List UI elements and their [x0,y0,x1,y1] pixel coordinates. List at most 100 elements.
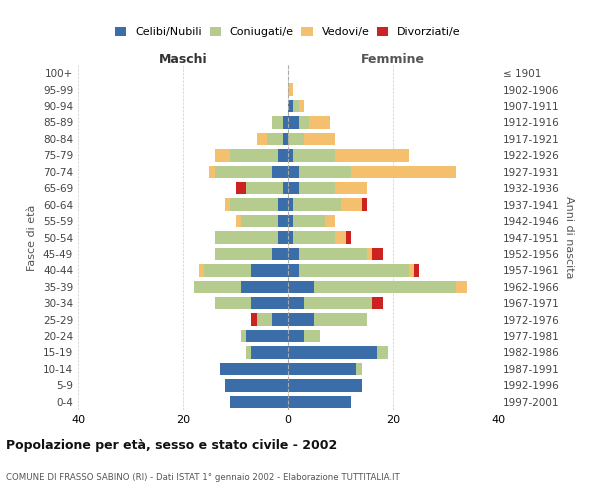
Bar [225,198,230,211]
Bar [335,182,367,194]
Bar [288,314,314,326]
Bar [335,149,409,162]
Bar [272,116,283,128]
Bar [288,264,299,276]
Bar [246,330,288,342]
Bar [215,297,251,310]
Bar [299,166,351,178]
Bar [235,182,246,194]
Bar [267,133,283,145]
Bar [257,133,267,145]
Bar [293,198,341,211]
Bar [288,396,351,408]
Bar [230,396,288,408]
Bar [293,149,335,162]
Bar [215,232,277,243]
Bar [288,280,314,293]
Bar [372,297,383,310]
Bar [230,198,277,211]
Bar [257,314,272,326]
Bar [277,215,288,227]
Text: Popolazione per età, sesso e stato civile - 2002: Popolazione per età, sesso e stato civil… [6,440,337,452]
Bar [251,297,288,310]
Bar [299,182,335,194]
Bar [335,232,346,243]
Bar [246,346,251,358]
Bar [288,330,304,342]
Bar [299,100,304,112]
Y-axis label: Anni di nascita: Anni di nascita [563,196,574,279]
Bar [367,248,372,260]
Bar [272,166,288,178]
Bar [272,248,288,260]
Bar [283,182,288,194]
Bar [325,215,335,227]
Bar [225,379,288,392]
Bar [288,346,377,358]
Bar [288,232,293,243]
Bar [193,280,241,293]
Bar [288,84,293,96]
Bar [241,215,277,227]
Bar [377,346,388,358]
Bar [288,116,299,128]
Bar [299,264,409,276]
Bar [215,149,230,162]
Bar [283,116,288,128]
Bar [215,166,272,178]
Bar [277,232,288,243]
Bar [288,363,356,375]
Bar [288,198,293,211]
Bar [372,248,383,260]
Bar [299,116,309,128]
Bar [235,215,241,227]
Bar [304,330,320,342]
Text: Maschi: Maschi [158,53,208,66]
Bar [351,166,456,178]
Bar [414,264,419,276]
Bar [341,198,361,211]
Bar [293,215,325,227]
Text: COMUNE DI FRASSO SABINO (RI) - Dati ISTAT 1° gennaio 2002 - Elaborazione TUTTITA: COMUNE DI FRASSO SABINO (RI) - Dati ISTA… [6,474,400,482]
Bar [220,363,288,375]
Bar [277,149,288,162]
Bar [293,232,335,243]
Bar [251,264,288,276]
Bar [456,280,467,293]
Text: Femmine: Femmine [361,53,425,66]
Legend: Celibi/Nubili, Coniugati/e, Vedovi/e, Divorziati/e: Celibi/Nubili, Coniugati/e, Vedovi/e, Di… [111,22,465,42]
Bar [251,346,288,358]
Bar [304,133,335,145]
Bar [230,149,277,162]
Bar [288,182,299,194]
Bar [293,100,299,112]
Bar [209,166,215,178]
Bar [288,215,293,227]
Bar [346,232,351,243]
Bar [288,100,293,112]
Bar [288,149,293,162]
Bar [272,314,288,326]
Bar [241,330,246,342]
Bar [215,248,272,260]
Bar [299,248,367,260]
Bar [356,363,361,375]
Bar [288,166,299,178]
Bar [283,133,288,145]
Bar [288,379,361,392]
Bar [199,264,204,276]
Bar [314,314,367,326]
Bar [361,198,367,211]
Bar [251,314,257,326]
Bar [277,198,288,211]
Bar [288,248,299,260]
Bar [304,297,372,310]
Bar [241,280,288,293]
Y-axis label: Fasce di età: Fasce di età [28,204,37,270]
Bar [288,133,304,145]
Bar [288,297,304,310]
Bar [309,116,330,128]
Bar [246,182,283,194]
Bar [409,264,414,276]
Bar [314,280,456,293]
